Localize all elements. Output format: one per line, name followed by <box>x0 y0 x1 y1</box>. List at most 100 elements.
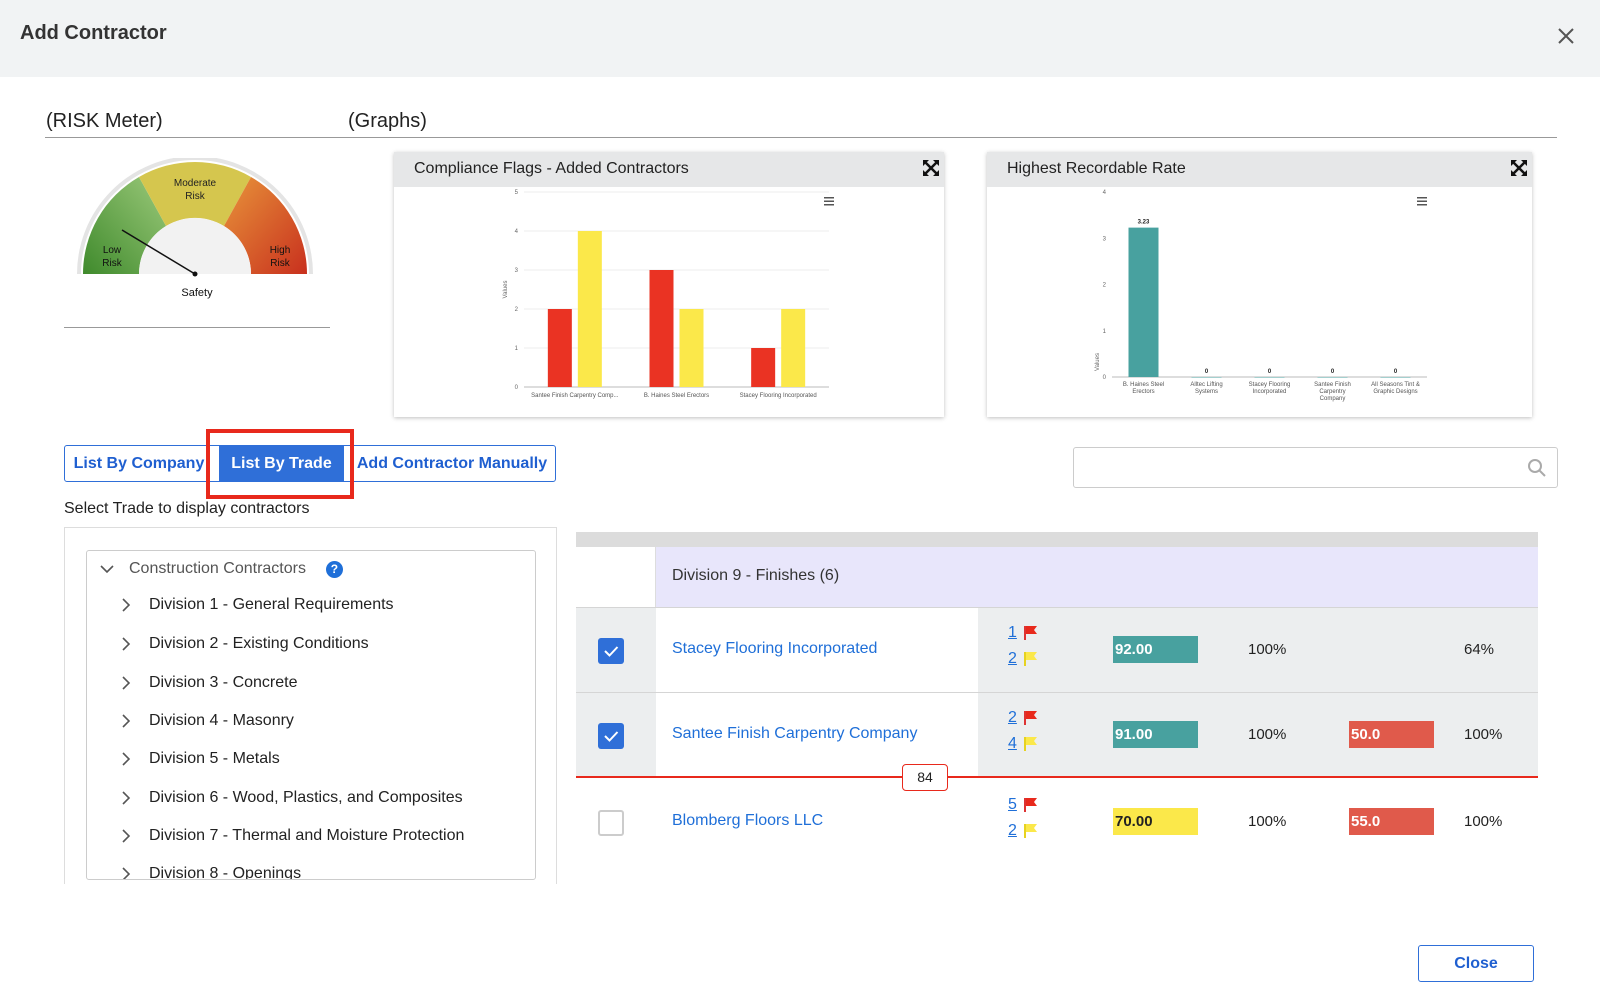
help-icon[interactable]: ? <box>325 560 343 578</box>
row-checkbox[interactable] <box>598 638 624 664</box>
tree-item-division-6[interactable]: Division 6 - Wood, Plastics, and Composi… <box>119 789 463 807</box>
gauge-moderate-zone <box>139 161 251 226</box>
expand-icon[interactable] <box>1510 159 1528 177</box>
gauge-caption: Safety <box>181 287 213 299</box>
x-tick-label: B. Haines Steel <box>1123 382 1164 388</box>
check-icon <box>604 731 619 742</box>
tree-item-label: Division 6 - Wood, Plastics, and Composi… <box>149 789 463 806</box>
x-tick-label: Santee Finish Carpentry Comp... <box>531 393 619 399</box>
percent-value: 100% <box>1464 726 1503 743</box>
chevron-right-icon[interactable] <box>119 829 133 843</box>
bar <box>547 309 572 387</box>
tree-item-division-1[interactable]: Division 1 - General Requirements <box>119 596 394 614</box>
table-row: Santee Finish Carpentry Company 2 4 91.0… <box>576 693 1538 777</box>
x-tick-label: B. Haines Steel Erectors <box>644 393 709 399</box>
x-tick-label: Alltec Lifting <box>1190 382 1222 388</box>
gauge-high-zone <box>224 177 307 274</box>
red-flag-count[interactable]: 1 <box>1008 624 1039 642</box>
row-checkbox[interactable] <box>598 723 624 749</box>
x-tick-label: Incorporated <box>1253 389 1287 395</box>
yellow-flag-count-value[interactable]: 2 <box>1008 822 1017 839</box>
contractor-name-link[interactable]: Stacey Flooring Incorporated <box>672 640 878 657</box>
rate-badge: 50.0 <box>1349 721 1434 748</box>
table-row: Blomberg Floors LLC 5 2 70.00 100% 55.0 … <box>576 780 1538 864</box>
tab-list-by-trade[interactable]: List By Trade <box>219 446 344 481</box>
tree-item-division-4[interactable]: Division 4 - Masonry <box>119 712 294 730</box>
grid-group-label: Division 9 - Finishes (6) <box>672 567 840 584</box>
tab-list-by-company[interactable]: List By Company <box>73 455 205 472</box>
grid-group-row[interactable]: Division 9 - Finishes (6) <box>656 547 1538 607</box>
chevron-right-icon[interactable] <box>119 637 133 651</box>
select-trade-label: Select Trade to display contractors <box>64 500 310 517</box>
recordable-rate-chart-card: Highest Recordable Rate 0 1 2 3 4 Values 3.23 B… <box>987 152 1532 417</box>
y-tick-label: 4 <box>1103 190 1107 196</box>
row-checkbox[interactable] <box>598 810 624 836</box>
percent-value: 100% <box>1248 641 1287 658</box>
red-flag-count-value[interactable]: 1 <box>1008 624 1017 641</box>
yellow-flag-count-value[interactable]: 4 <box>1008 735 1017 752</box>
yellow-flag-count[interactable]: 2 <box>1008 650 1039 668</box>
tree-item-division-5[interactable]: Division 5 - Metals <box>119 750 280 768</box>
data-label: 3.23 <box>1138 220 1150 226</box>
yellow-flag-count[interactable]: 4 <box>1008 735 1039 753</box>
red-flag-icon <box>1023 711 1037 725</box>
chevron-right-icon[interactable] <box>119 791 133 805</box>
tree-item-division-3[interactable]: Division 3 - Concrete <box>119 674 298 692</box>
expand-icon[interactable] <box>922 159 940 177</box>
x-tick-label: Stacey Flooring <box>1249 382 1291 388</box>
bar <box>577 231 602 387</box>
tab-add-contractor-manually[interactable]: Add Contractor Manually <box>356 455 548 472</box>
compliance-chart-plot: 0 1 2 3 4 5 Values Santee Finish Carpentry Comp… <box>503 190 834 399</box>
search-field[interactable] <box>1073 447 1558 488</box>
tree-item-division-8[interactable]: Division 8 - Openings <box>119 865 302 880</box>
threshold-line <box>576 776 1538 778</box>
contractor-name-link[interactable]: Blomberg Floors LLC <box>672 812 824 829</box>
percent-value: 100% <box>1464 813 1503 830</box>
bar <box>1128 227 1159 377</box>
tree-item-label: Division 2 - Existing Conditions <box>149 635 369 652</box>
chevron-right-icon[interactable] <box>119 867 133 880</box>
gauge-low-label-1: Low <box>103 245 122 256</box>
menu-icon[interactable] <box>1417 197 1427 206</box>
gauge-moderate-label-2: Risk <box>185 191 205 202</box>
close-icon[interactable] <box>1554 24 1578 48</box>
close-button[interactable]: Close <box>1418 945 1534 982</box>
yellow-flag-count-value[interactable]: 2 <box>1008 650 1017 667</box>
threshold-marker[interactable]: 84 <box>902 764 948 791</box>
red-flag-count[interactable]: 2 <box>1008 709 1039 727</box>
gauge-low-zone <box>83 177 166 274</box>
red-flag-count-value[interactable]: 2 <box>1008 709 1017 726</box>
tree-item-label: Division 8 - Openings <box>149 865 302 880</box>
contractor-name-link[interactable]: Santee Finish Carpentry Company <box>672 725 918 742</box>
section-divider <box>45 137 1557 138</box>
red-flag-count[interactable]: 5 <box>1008 796 1039 814</box>
x-tick-label: Carpentry <box>1319 389 1345 395</box>
y-tick-label: 4 <box>515 229 519 235</box>
red-flag-icon <box>1023 626 1037 640</box>
chevron-down-icon[interactable] <box>99 561 115 577</box>
tree-item-division-2[interactable]: Division 2 - Existing Conditions <box>119 635 369 653</box>
chevron-right-icon[interactable] <box>119 752 133 766</box>
tree-root-construction-contractors[interactable]: Construction Contractors ? <box>99 560 343 578</box>
yellow-flag-count[interactable]: 2 <box>1008 822 1039 840</box>
tree-item-division-7[interactable]: Division 7 - Thermal and Moisture Protec… <box>119 827 464 845</box>
search-input[interactable] <box>1084 456 1504 480</box>
gauge-low-label-2: Risk <box>102 258 122 269</box>
safety-score-badge: 91.00 <box>1113 721 1198 748</box>
bar <box>679 309 704 387</box>
percent-value: 64% <box>1464 641 1495 658</box>
chevron-right-icon[interactable] <box>119 714 133 728</box>
chevron-right-icon[interactable] <box>119 598 133 612</box>
menu-icon[interactable] <box>824 197 834 206</box>
yellow-flag-icon <box>1023 652 1037 666</box>
red-flag-count-value[interactable]: 5 <box>1008 796 1017 813</box>
search-icon[interactable] <box>1527 458 1547 478</box>
gauge-high-label-2: Risk <box>270 258 290 269</box>
compliance-flags-chart-card: Compliance Flags - Added Contractors 0 1 2… <box>394 152 944 417</box>
yellow-flag-icon <box>1023 737 1037 751</box>
table-row: Stacey Flooring Incorporated 1 2 92.00 1… <box>576 608 1538 692</box>
chevron-right-icon[interactable] <box>119 676 133 690</box>
dialog-header: Add Contractor <box>0 0 1600 77</box>
tab-highlight-annotation <box>206 429 354 499</box>
bar <box>781 309 806 387</box>
